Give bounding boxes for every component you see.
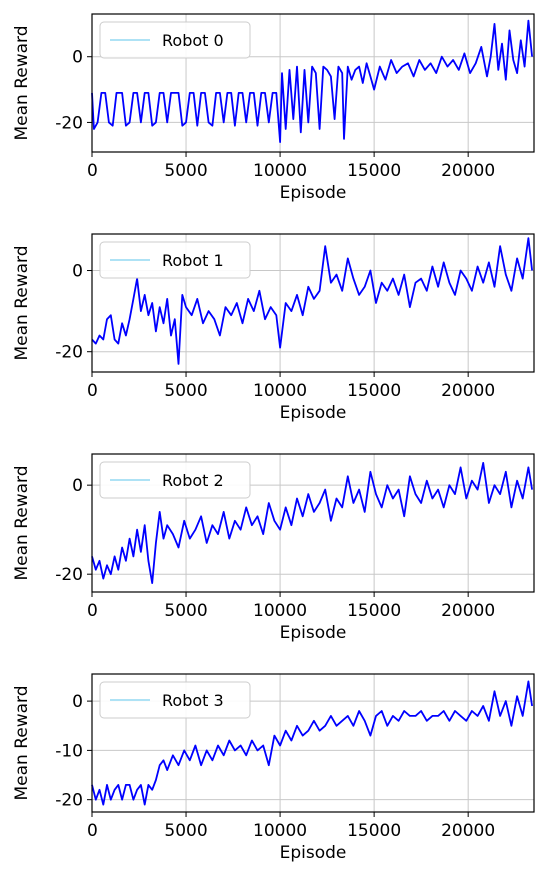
- y-tick-label: 0: [72, 262, 83, 282]
- y-axis-label: Mean Reward: [12, 685, 32, 800]
- y-tick-label: 0: [72, 476, 83, 496]
- chart-svg: 0 5000 10000 15000 20000 -20 -10 0 Episode Mean R…: [12, 673, 535, 863]
- subplot-robot-0: 0 5000 10000 15000 20000 -20 0 Episode Mean Rewa…: [0, 0, 550, 220]
- x-axis-label: Episode: [280, 403, 347, 423]
- plot-frame: [91, 453, 535, 593]
- legend: Robot 3: [99, 681, 251, 719]
- series-line-robot-0: [91, 19, 533, 144]
- x-tick-label: 5000: [164, 821, 207, 841]
- y-tick-label: -20: [55, 565, 83, 585]
- x-axis-label: Episode: [280, 183, 347, 203]
- chart-svg: 0 5000 10000 15000 20000 -20 0 Episode Mean Rewa…: [12, 13, 535, 203]
- series-line-robot-1: [91, 237, 533, 365]
- x-tick-label: 15000: [347, 381, 401, 401]
- x-tick-label: 10000: [253, 381, 307, 401]
- x-tick-label: 10000: [253, 161, 307, 181]
- x-tick-label: 15000: [347, 821, 401, 841]
- legend-label: Robot 1: [162, 251, 224, 270]
- x-tick-label: 15000: [347, 161, 401, 181]
- subplot-robot-2: 0 5000 10000 15000 20000 -20 0 Episode Mean Rewa…: [0, 440, 550, 660]
- x-tick-label: 10000: [253, 821, 307, 841]
- y-tick-label: 0: [72, 692, 83, 712]
- legend-label: Robot 2: [162, 471, 224, 490]
- y-tick-label: -20: [55, 791, 83, 811]
- legend-box: [99, 681, 251, 719]
- x-tick-label: 5000: [164, 601, 207, 621]
- legend-label: Robot 0: [162, 31, 224, 50]
- x-tick-label: 5000: [164, 161, 207, 181]
- legend-box: [99, 461, 251, 499]
- x-tick-label: 0: [87, 381, 98, 401]
- x-tick-label: 0: [87, 601, 98, 621]
- plot-frame: [91, 13, 535, 153]
- y-axis-label: Mean Reward: [12, 245, 32, 360]
- x-tick-label: 20000: [441, 161, 495, 181]
- x-axis-label: Episode: [280, 623, 347, 643]
- x-tick-label: 0: [87, 161, 98, 181]
- series-line-robot-2: [91, 461, 533, 585]
- x-axis-label: Episode: [280, 843, 347, 863]
- subplot-robot-3: 0 5000 10000 15000 20000 -20 -10 0 Episode Mean R…: [0, 660, 550, 880]
- subplot-robot-1: 0 5000 10000 15000 20000 -20 0 Episode Mean Rewa…: [0, 220, 550, 440]
- series-line-robot-3: [91, 680, 533, 806]
- y-tick-label: -20: [55, 343, 83, 363]
- y-axis-label: Mean Reward: [12, 25, 32, 140]
- legend: Robot 2: [99, 461, 251, 499]
- y-axis-label: Mean Reward: [12, 465, 32, 580]
- y-tick-label: -10: [55, 741, 83, 761]
- x-tick-label: 20000: [441, 601, 495, 621]
- x-tick-label: 5000: [164, 381, 207, 401]
- plot-frame: [91, 233, 535, 373]
- x-tick-label: 10000: [253, 601, 307, 621]
- x-tick-label: 20000: [441, 821, 495, 841]
- x-tick-label: 0: [87, 821, 98, 841]
- legend: Robot 1: [99, 241, 251, 279]
- y-tick-label: -20: [55, 113, 83, 133]
- legend: Robot 0: [99, 21, 251, 59]
- x-tick-label: 20000: [441, 381, 495, 401]
- x-tick-label: 15000: [347, 601, 401, 621]
- legend-label: Robot 3: [162, 691, 224, 710]
- y-tick-label: 0: [72, 48, 83, 68]
- legend-box: [99, 241, 251, 279]
- legend-box: [99, 21, 251, 59]
- plot-frame: [91, 673, 535, 813]
